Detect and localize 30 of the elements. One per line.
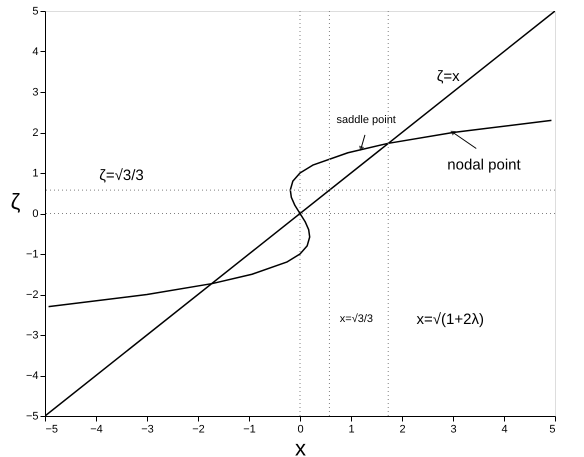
x-tick-label: 0 xyxy=(297,424,304,436)
x-tick-label: 3 xyxy=(450,424,457,436)
y-tick-label: 5 xyxy=(32,6,38,18)
annotation: ζ=√3/3 xyxy=(99,167,144,184)
x-tick-label: −2 xyxy=(192,424,205,436)
y-tick-label: 1 xyxy=(32,168,38,180)
y-tick-label: 4 xyxy=(32,46,38,58)
x-tick-label: 1 xyxy=(348,424,355,436)
annotation: x=√(1+2λ) xyxy=(416,310,484,328)
y-axis-title: ζ xyxy=(10,189,21,214)
x-tick-label: 4 xyxy=(501,424,508,436)
y-tick-label: 2 xyxy=(32,127,38,139)
annotation: ζ=x xyxy=(436,68,460,85)
x-tick-label: 2 xyxy=(399,424,406,436)
x-tick-label: 5 xyxy=(549,424,556,436)
annotation: x=√3/3 xyxy=(340,312,374,325)
y-tick-label: 0 xyxy=(32,208,38,220)
y-tick-label: −5 xyxy=(26,410,38,422)
annotation: nodal point xyxy=(447,156,522,174)
x-tick-label: −4 xyxy=(90,424,103,436)
y-tick-label: −4 xyxy=(26,370,38,382)
x-tick-label: −5 xyxy=(46,424,58,436)
x-tick-label: −1 xyxy=(243,424,256,436)
y-tick-label: −2 xyxy=(26,289,38,301)
y-tick-label: −3 xyxy=(26,330,38,342)
y-tick-label: 3 xyxy=(32,86,38,98)
x-tick-label: −3 xyxy=(141,424,154,436)
annotation: saddle point xyxy=(336,114,396,126)
x-axis-title: x xyxy=(295,436,306,457)
y-tick-label: −1 xyxy=(26,248,38,260)
